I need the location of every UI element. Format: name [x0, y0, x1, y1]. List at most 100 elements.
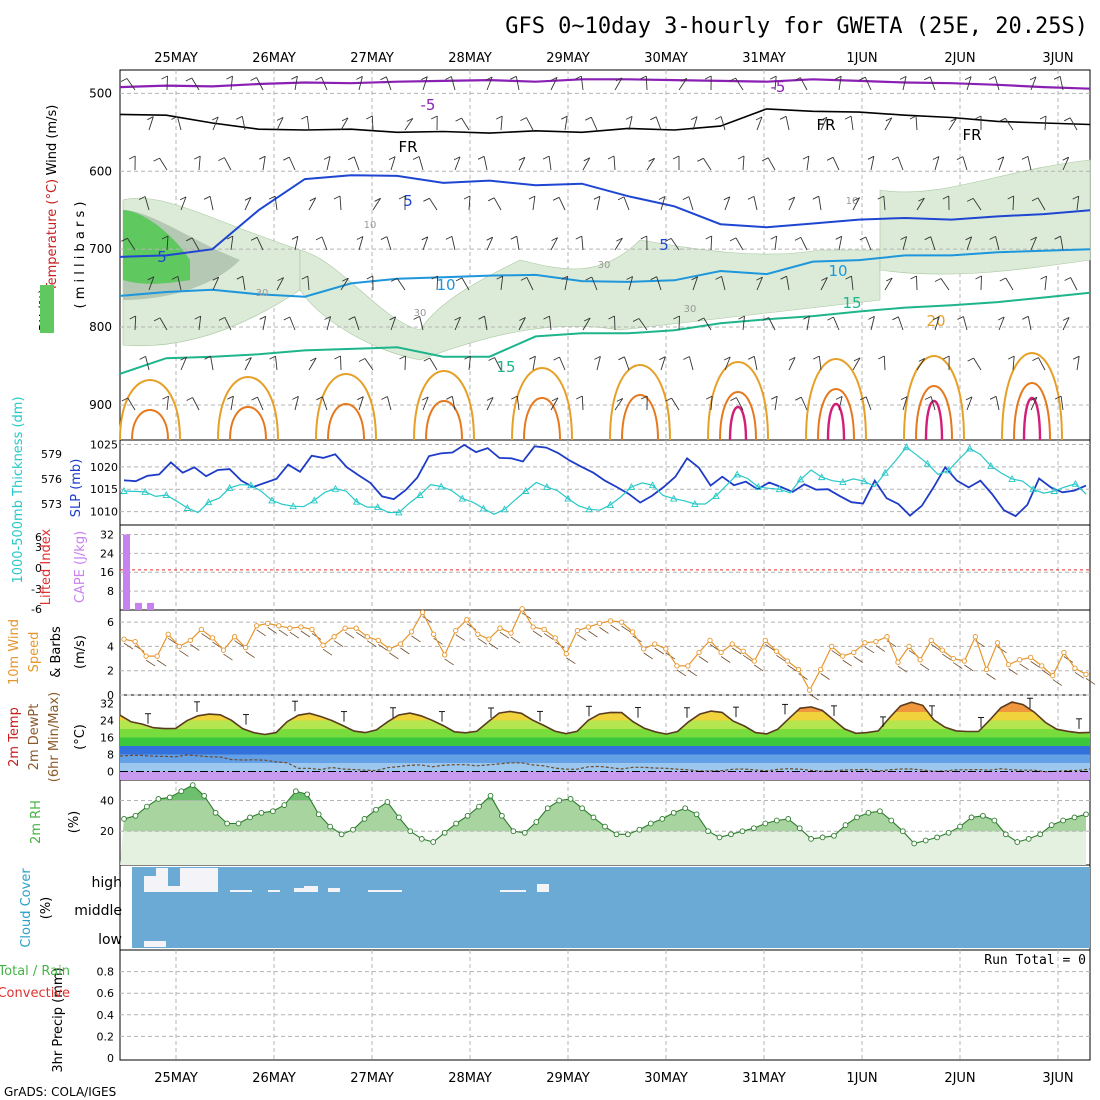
wind10m-barb — [1019, 663, 1029, 671]
wind10m-marker — [983, 666, 990, 673]
wind-barb — [127, 397, 136, 411]
wind10m-barb — [444, 658, 454, 666]
contour-line-five — [119, 174, 1091, 258]
wind10m-barb — [532, 630, 543, 638]
contour-lobe-20 — [707, 361, 769, 441]
wind-barb — [483, 156, 488, 171]
wind-barb-flag — [510, 75, 517, 80]
contour-lobe-25 — [817, 388, 855, 441]
wind-barb — [404, 355, 406, 371]
wind-barb-flag — [834, 75, 842, 80]
cloud-cover-axis-label: Cloud Cover — [19, 868, 34, 948]
wind-barb — [628, 276, 634, 291]
wind-barb — [1059, 76, 1064, 91]
wind-barb — [806, 316, 810, 331]
contour-line-freezing — [119, 108, 1091, 134]
wind-barb-flag — [388, 156, 396, 161]
wind-barb-flag — [942, 195, 950, 200]
wind-barb — [145, 356, 150, 371]
wind10m-marker — [541, 626, 547, 633]
rh2m-marker — [407, 828, 414, 835]
temp-label-3: (6hr Min/Max) — [47, 692, 62, 782]
wind-barb-flag — [738, 315, 745, 320]
contour-label: FR — [398, 138, 417, 156]
wind-barb-flag — [276, 116, 284, 121]
temp-color-band — [120, 763, 1090, 772]
thickness-axis-label: 1000-500mb Thickness (dm) — [11, 396, 26, 583]
date-label-top: 28MAY — [448, 51, 492, 66]
wind10m-barb — [201, 633, 211, 640]
wind-barb — [386, 236, 392, 251]
wind-barb — [596, 356, 601, 371]
wind-barb — [660, 356, 666, 371]
rh2m-axis-label: 2m RH — [29, 800, 44, 844]
wind-barb — [883, 196, 886, 211]
wind10m-barb — [942, 653, 952, 661]
rh2m-marker — [796, 825, 803, 832]
wind-barb-flag — [575, 75, 582, 80]
pressure-axis-label: ( m i l l i b a r s ) — [73, 202, 88, 309]
wind10m-marker — [265, 620, 271, 627]
wind-barb — [262, 156, 266, 171]
wind-barb — [1012, 195, 1015, 211]
wind-barb-flag — [212, 276, 219, 281]
wind-barb — [742, 316, 745, 331]
wind-barb — [390, 156, 396, 171]
wind-barb-flag — [988, 76, 996, 80]
wind-barb — [484, 316, 488, 331]
wind-barb — [224, 317, 232, 331]
wind10m-speed-line — [123, 607, 1087, 692]
wind-barb-flag — [715, 275, 722, 280]
wind-barb-flag — [975, 275, 982, 280]
wind-barb — [623, 356, 630, 371]
wind10m-marker — [773, 648, 780, 654]
wind10m-marker — [563, 651, 569, 657]
wind-barb — [550, 77, 558, 91]
wind-barb-flag — [794, 236, 802, 241]
cloud-cover-bar — [328, 888, 340, 892]
rh2m-marker — [705, 828, 711, 835]
wind-barb — [230, 236, 234, 251]
rh2m-marker — [1071, 814, 1078, 821]
wind10m-marker — [751, 658, 757, 664]
wind-barb-flag — [1022, 315, 1029, 320]
rh2m-marker — [659, 816, 666, 822]
wind10m-marker — [220, 647, 227, 653]
wind-barb-flag — [761, 157, 769, 162]
wind-barb — [591, 276, 598, 291]
wind-barb — [916, 197, 925, 211]
wind-barb — [198, 316, 202, 331]
wind-barb-flag — [640, 395, 648, 400]
wind10m-barb — [919, 663, 930, 671]
wind10m-marker — [298, 624, 304, 630]
thickness-marker — [521, 487, 530, 494]
wind-barb — [865, 396, 872, 411]
wind-barb — [1030, 397, 1038, 411]
wind-barb — [461, 117, 470, 131]
wind-barb-flag — [186, 397, 193, 401]
rh2m-marker — [762, 820, 769, 827]
wind-barb — [256, 237, 264, 251]
wind10m-barb — [300, 630, 311, 638]
rh2m-marker — [396, 814, 402, 821]
wind-barb-flag — [550, 76, 558, 81]
wind10m-marker — [607, 618, 614, 624]
wind-barb-flag — [446, 395, 453, 400]
wind-barb — [262, 316, 267, 331]
contour-label: 15 — [496, 358, 515, 376]
rh2m-marker — [556, 797, 563, 804]
wind10m-barb — [1085, 678, 1096, 685]
wind-barb — [973, 357, 982, 371]
wind10m-marker — [641, 646, 647, 652]
wind10m-marker — [386, 646, 393, 652]
cloud-cover-bar — [168, 886, 180, 892]
wind-barb — [1070, 277, 1078, 291]
wind10m-marker — [353, 625, 359, 631]
date-label-bottom: 26MAY — [252, 1071, 296, 1086]
contour-label: 30 — [684, 304, 697, 315]
wind-barb-flag — [664, 237, 672, 242]
wind-barb — [518, 317, 526, 331]
wind-barb-flag — [826, 156, 834, 161]
rh2m-marker — [773, 817, 780, 824]
wind-barb — [902, 76, 907, 91]
